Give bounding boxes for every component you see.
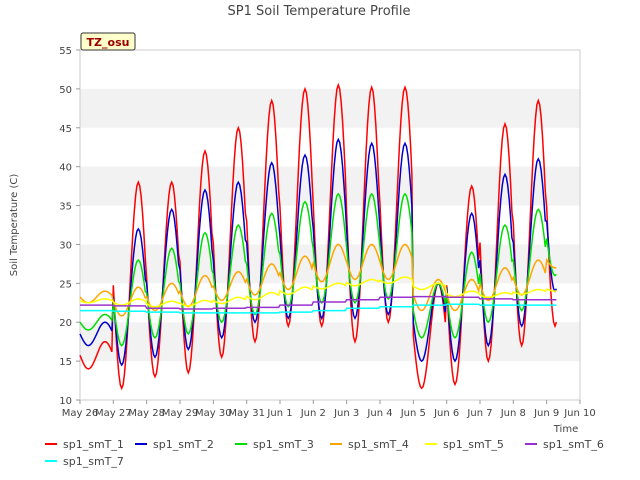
legend-label: sp1_smT_2 [153, 438, 214, 451]
y-tick-label: 20 [59, 318, 72, 329]
y-tick-label: 10 [59, 396, 72, 407]
x-tick-label: May 30 [195, 408, 232, 419]
series-line-sp1_smT_7 [80, 303, 557, 314]
y-tick-label: 15 [59, 357, 72, 368]
site-tag: TZ_osu [80, 32, 136, 51]
y-tick-label: 40 [59, 163, 72, 174]
legend-label: sp1_smT_3 [253, 438, 314, 451]
grid-bands [80, 50, 580, 400]
x-tick-label: Jun 3 [333, 408, 359, 419]
legend-label: sp1_smT_7 [63, 455, 124, 468]
y-tick-label: 25 [59, 279, 72, 290]
y-tick-label: 30 [59, 240, 72, 251]
series-line-sp1_smT_5 [79, 276, 557, 308]
y-tick-label: 55 [59, 46, 72, 57]
grid-band [80, 88, 580, 128]
x-tick-label: Jun 5 [400, 408, 426, 419]
chart-title: SP1 Soil Temperature Profile [228, 4, 411, 19]
legend-label: sp1_smT_1 [63, 438, 124, 451]
x-tick-label: May 27 [95, 408, 132, 419]
x-tick-label: May 26 [62, 408, 99, 419]
y-tick-label: 45 [59, 124, 72, 135]
series-line-sp1_smT_3 [79, 192, 557, 347]
x-tick-label: Jun 9 [533, 408, 559, 419]
x-tick-label: Jun 8 [500, 408, 526, 419]
y-tick-label: 50 [59, 85, 72, 96]
y-axis-ticks: 10 15 20 25 30 35 40 45 50 55 [59, 46, 80, 407]
legend-label: sp1_smT_5 [443, 438, 504, 451]
series-line-sp1_smT_2 [79, 137, 558, 367]
legend: sp1_smT_1 sp1_smT_2 sp1_smT_3 sp1_smT_4 sp1_… [45, 438, 604, 468]
y-tick-label: 35 [59, 202, 72, 213]
grid-band [80, 322, 580, 362]
y-axis-label: Soil Temperature (C) [9, 174, 20, 277]
x-tick-label: Jun 10 [563, 408, 596, 419]
x-axis-label: Time [553, 424, 578, 435]
plot-frame [79, 49, 581, 401]
x-tick-label: Jun 6 [433, 408, 459, 419]
site-tag-label: TZ_osu [87, 36, 130, 49]
x-tick-label: May 28 [128, 408, 165, 419]
x-tick-label: Jun 1 [266, 408, 292, 419]
x-tick-label: Jun 4 [366, 408, 392, 419]
legend-label: sp1_smT_4 [348, 438, 409, 451]
x-tick-label: Jun 2 [300, 408, 326, 419]
site-tag-box [80, 32, 136, 51]
series-lines [79, 82, 558, 391]
legend-label: sp1_smT_6 [543, 438, 604, 451]
x-tick-label: Jun 7 [466, 408, 492, 419]
x-tick-label: May 29 [162, 408, 199, 419]
x-tick-label: May 31 [228, 408, 265, 419]
series-line-sp1_smT_6 [80, 295, 557, 310]
